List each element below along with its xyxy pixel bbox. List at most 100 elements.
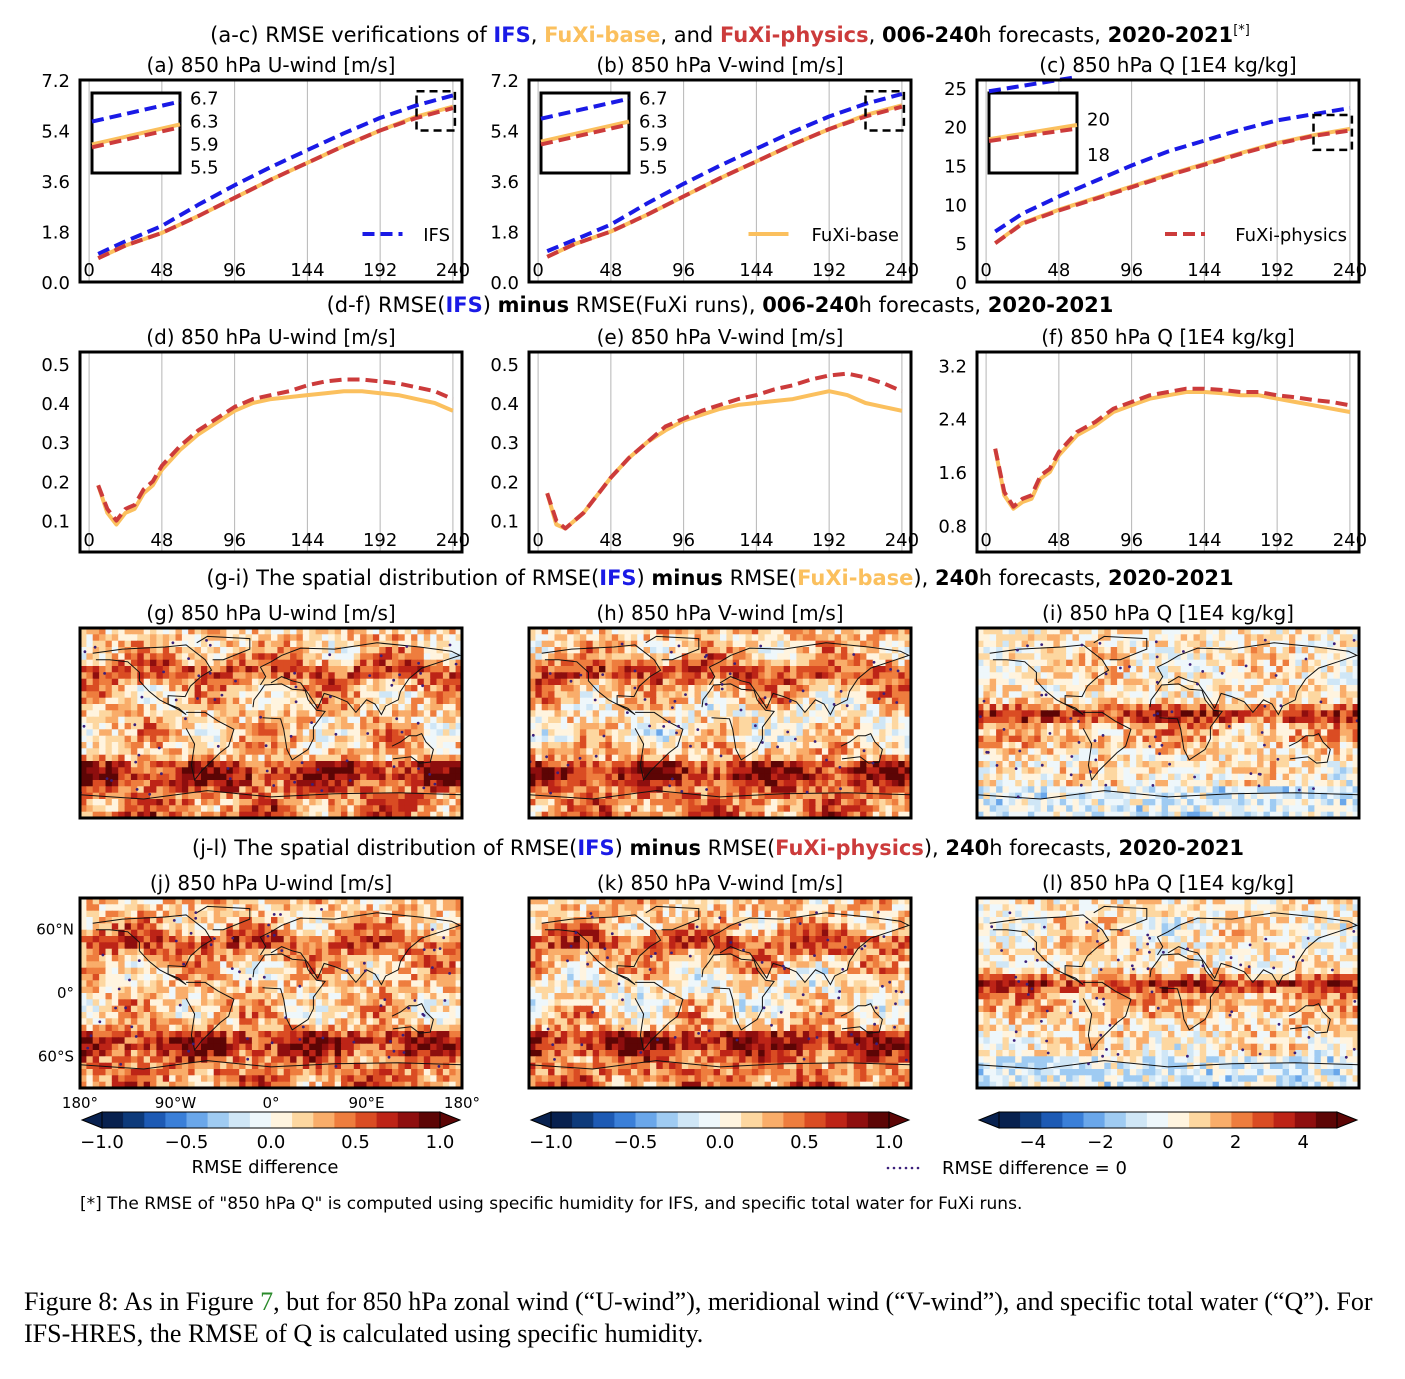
chart-g-cell-1668	[385, 799, 393, 806]
chart-h-cell-1572	[605, 792, 613, 800]
chart-h-cell-1381	[535, 773, 543, 781]
chart-g-cell-686	[245, 697, 253, 705]
chart-g-cell-1227	[251, 754, 259, 762]
chart-h-cell-299	[904, 653, 911, 661]
chart-h-cell-393	[739, 666, 747, 673]
chart-i-cell-35	[1199, 628, 1207, 635]
chart-g-cell-1092	[156, 742, 164, 749]
chart-h-cell-364	[554, 666, 562, 673]
chart-h-cell-337	[764, 659, 772, 667]
chart-h-cell-1759	[650, 811, 657, 818]
chart-h-cell-1771	[726, 811, 734, 818]
chart-h-cell-1496	[885, 780, 893, 787]
chart-g-cell-1131	[404, 742, 412, 749]
chart-h-cell-1738	[898, 805, 906, 813]
chart-h-cell-92	[732, 634, 740, 642]
chart-i-cell-305	[1008, 659, 1016, 667]
chart-h-cell-1326	[567, 767, 575, 775]
chart-i-cell-475	[1327, 672, 1335, 680]
chart-h-cell-312	[605, 659, 613, 667]
chart-i-cell-708	[1282, 697, 1290, 705]
chart-g-cell-180	[80, 647, 87, 654]
chart-g-cell-688	[258, 697, 266, 705]
chart-h-zero-dot-33	[696, 728, 700, 731]
chart-g-cell-80	[207, 634, 215, 642]
chart-h-cell-346	[821, 659, 829, 667]
chart-g-zero-dot-30	[134, 760, 138, 764]
chart-h-cell-1016	[885, 729, 893, 737]
chart-g-cell-907	[124, 723, 132, 730]
chart-h-cell-51	[853, 628, 861, 635]
chart-h-cell-679	[650, 697, 657, 705]
chart-h-cell-1370	[847, 767, 855, 775]
chart-h-cell-922	[669, 723, 677, 730]
chart-i-cell-341	[1238, 659, 1245, 667]
chart-h-zero-dot-12	[662, 725, 666, 728]
chart-g-cell-567	[251, 685, 259, 692]
chart-h-cell-678	[643, 697, 651, 705]
chart-i-cell-62	[989, 634, 997, 642]
chart-g-cell-536	[436, 678, 444, 686]
row-header-jl-seg-3: minus	[630, 836, 701, 860]
chart-g-cell-1171	[277, 748, 285, 756]
chart-h-cell-1240	[783, 754, 791, 762]
chart-g-cell-20	[207, 628, 215, 635]
chart-h-cell-350	[847, 659, 855, 667]
chart-g-cell-1072	[411, 735, 419, 743]
chart-g-cell-1182	[347, 748, 355, 756]
chart-g-cell-566	[245, 685, 253, 692]
chart-h-cell-1675	[879, 799, 887, 806]
chart-g-cell-856	[181, 716, 189, 724]
chart-g-cell-307	[124, 659, 132, 667]
chart-i-cell-775	[1327, 704, 1335, 711]
chart-g-cell-627	[251, 691, 259, 699]
chart-g-cell-341	[341, 659, 348, 667]
chart-i-cell-144	[1129, 640, 1137, 648]
chart-h-cell-377	[637, 666, 645, 673]
chart-i-cell-4	[1002, 628, 1010, 635]
chart-g-cell-1	[86, 628, 94, 635]
chart-h-cell-754	[745, 704, 753, 711]
chart-h-cell-1097	[637, 742, 645, 749]
chart-i-cell-21	[1110, 628, 1118, 635]
chart-h-cell-271	[726, 653, 734, 661]
chart-g-cell-39	[328, 628, 336, 635]
chart-i-cell-445	[1136, 672, 1144, 680]
chart-h-cell-1541	[790, 786, 797, 794]
chart-g-cell-215	[302, 647, 310, 654]
chart-g-cell-665	[111, 697, 119, 705]
chart-i-cell-569	[1161, 685, 1169, 692]
chart-h-cell-182	[541, 647, 549, 654]
chart-h-cell-649	[841, 691, 848, 699]
chart-i-cell-666	[1015, 697, 1023, 705]
chart-g-cell-1546	[372, 786, 380, 794]
chart-i-cell-653	[1314, 691, 1322, 699]
chart-h-cell-514	[745, 678, 753, 686]
chart-g-cell-855	[175, 716, 183, 724]
chart-h-zero-dot-47	[852, 653, 856, 656]
chart-g-cell-735	[175, 704, 183, 711]
chart-g-cell-1090	[143, 742, 151, 749]
chart-h-cell-1760	[656, 811, 664, 818]
chart-h-cell-1239	[777, 754, 785, 762]
chart-h-cell-836	[885, 710, 893, 718]
chart-g-cell-66	[118, 634, 126, 642]
chart-g-cell-1499	[455, 780, 462, 787]
chart-g-cell-1199	[455, 748, 462, 756]
chart-h-cell-488	[579, 678, 587, 686]
chart-g-cell-758	[321, 704, 329, 711]
chart-i-cell-133	[1059, 640, 1067, 648]
chart-c-xtick-3: 144	[1187, 260, 1221, 281]
chart-h-cell-617	[637, 691, 645, 699]
chart-g-cell-133	[162, 640, 170, 648]
chart-g-cell-599	[455, 685, 462, 692]
chart-h-cell-471	[853, 672, 861, 680]
chart-g-cell-1317	[442, 761, 450, 768]
chart-h-cell-1560	[529, 792, 536, 800]
chart-i-cell-173	[1314, 640, 1322, 648]
chart-h-cell-1764	[681, 811, 689, 818]
chart-g-cell-210	[271, 647, 278, 654]
chart-f-series-base	[993, 390, 1351, 511]
chart-h-cell-803	[675, 710, 683, 718]
chart-f-ytick-0: 0.8	[938, 516, 967, 537]
